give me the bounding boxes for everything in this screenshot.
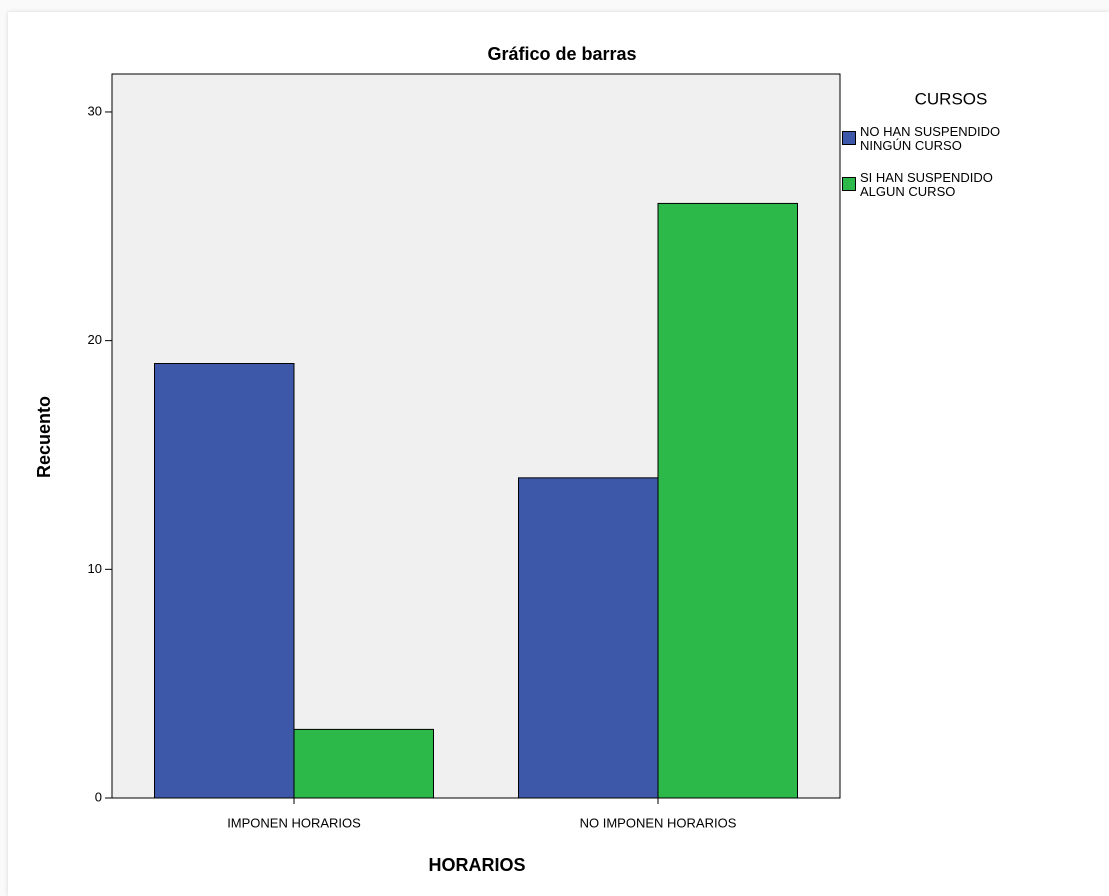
x-tick-label: NO IMPONEN HORARIOS [580,815,737,830]
bar [518,477,659,799]
x-tick-label: IMPONEN HORARIOS [227,815,361,830]
legend-item: NO HAN SUSPENDIDO NINGÚN CURSO [842,125,1072,153]
chart-title: Gráfico de barras [487,44,636,64]
legend-label: NO HAN SUSPENDIDO NINGÚN CURSO [860,124,1001,153]
legend-item: SI HAN SUSPENDIDO ALGUN CURSO [842,171,1072,199]
legend-label: SI HAN SUSPENDIDO ALGUN CURSO [860,170,993,199]
y-tick-label: 20 [88,332,102,347]
legend-swatch [842,177,856,191]
y-tick-label: 30 [88,103,102,118]
bar [293,728,434,799]
y-axis-label: Recuento [34,396,54,478]
bar [154,363,295,799]
legend-swatch [842,131,856,145]
bar [657,202,798,799]
y-tick-label: 0 [95,789,102,804]
legend-title: CURSOS [915,89,988,108]
y-tick-label: 10 [88,561,102,576]
x-axis-label: HORARIOS [428,855,525,875]
